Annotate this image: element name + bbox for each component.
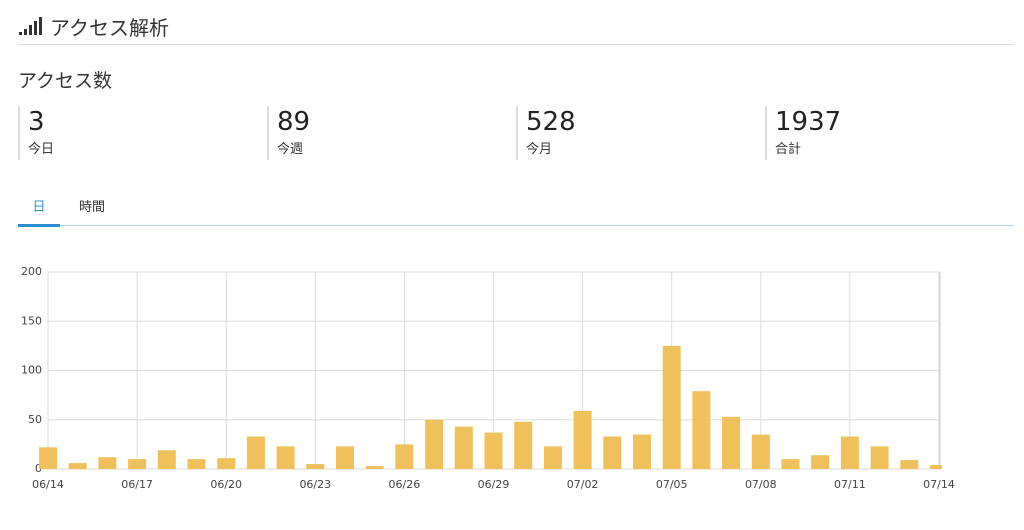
bar xyxy=(692,391,711,469)
bar xyxy=(157,450,176,469)
x-tick-label: 07/08 xyxy=(745,478,777,491)
bar xyxy=(246,436,265,469)
y-tick-label: 150 xyxy=(21,314,42,327)
stat-value: 528 xyxy=(526,107,576,137)
tab[interactable]: 時間 xyxy=(78,200,105,215)
y-tick-label: 50 xyxy=(28,413,42,426)
y-tick-label: 100 xyxy=(21,364,42,377)
stat: 1937 合計 xyxy=(765,106,841,160)
bar xyxy=(840,436,859,469)
x-tick-label: 07/14 xyxy=(923,478,955,491)
y-tick-label: 0 xyxy=(35,462,42,475)
signal-icon xyxy=(19,17,42,35)
tab[interactable]: 日 xyxy=(18,196,60,227)
stat-value: 1937 xyxy=(775,107,842,137)
x-tick-label: 07/11 xyxy=(834,478,866,491)
bar xyxy=(68,463,87,469)
bar xyxy=(365,466,384,469)
bar xyxy=(751,434,770,469)
x-tick-label: 06/14 xyxy=(32,478,64,491)
stat: 3 今日 xyxy=(18,106,54,160)
stats: 3 今日 89 今週 528 今月 1937 合計 xyxy=(18,106,1018,162)
stat-value: 3 xyxy=(28,107,45,137)
stat-label: 今月 xyxy=(526,142,553,157)
header: アクセス解析 xyxy=(18,8,1014,45)
tabs: 日 時間 xyxy=(18,190,1014,227)
stat-label: 合計 xyxy=(775,142,802,157)
stat-label: 今日 xyxy=(28,142,55,157)
bar xyxy=(128,459,147,469)
bar xyxy=(573,410,592,469)
bar xyxy=(722,416,741,469)
bar xyxy=(454,426,473,469)
bar xyxy=(395,444,414,469)
bar xyxy=(484,432,503,469)
bar xyxy=(276,446,295,469)
bar xyxy=(187,459,206,469)
bar xyxy=(514,421,533,469)
y-tick-label: 200 xyxy=(21,265,42,278)
x-tick-label: 06/17 xyxy=(121,478,153,491)
bar xyxy=(603,436,622,469)
stat: 528 今月 xyxy=(516,106,576,160)
x-tick-label: 06/29 xyxy=(478,478,510,491)
bar xyxy=(543,446,562,469)
bar xyxy=(811,455,830,469)
bar xyxy=(930,465,942,469)
x-tick-label: 06/26 xyxy=(389,478,421,491)
x-tick-label: 07/02 xyxy=(567,478,599,491)
bar xyxy=(306,464,325,469)
bar xyxy=(336,446,354,469)
x-tick-label: 06/23 xyxy=(299,478,331,491)
bar xyxy=(781,459,800,469)
bar xyxy=(39,447,57,469)
bar xyxy=(870,446,889,469)
bar xyxy=(425,419,444,469)
page-title: アクセス解析 xyxy=(50,15,169,40)
stat: 89 今週 xyxy=(267,106,310,160)
bar xyxy=(900,460,919,469)
stat-value: 89 xyxy=(277,107,311,137)
bar xyxy=(633,434,651,469)
bar xyxy=(217,458,236,469)
bars xyxy=(39,345,942,469)
bar xyxy=(98,457,117,469)
section-title: アクセス数 xyxy=(18,70,113,92)
bar xyxy=(662,345,681,469)
chart: 0 50 100 150 200 06/14 06/17 06/20 06/23 06/26 06/… xyxy=(21,265,955,491)
stat-label: 今週 xyxy=(277,142,304,157)
x-tick-label: 06/20 xyxy=(210,478,242,491)
x-tick-label: 07/05 xyxy=(656,478,688,491)
